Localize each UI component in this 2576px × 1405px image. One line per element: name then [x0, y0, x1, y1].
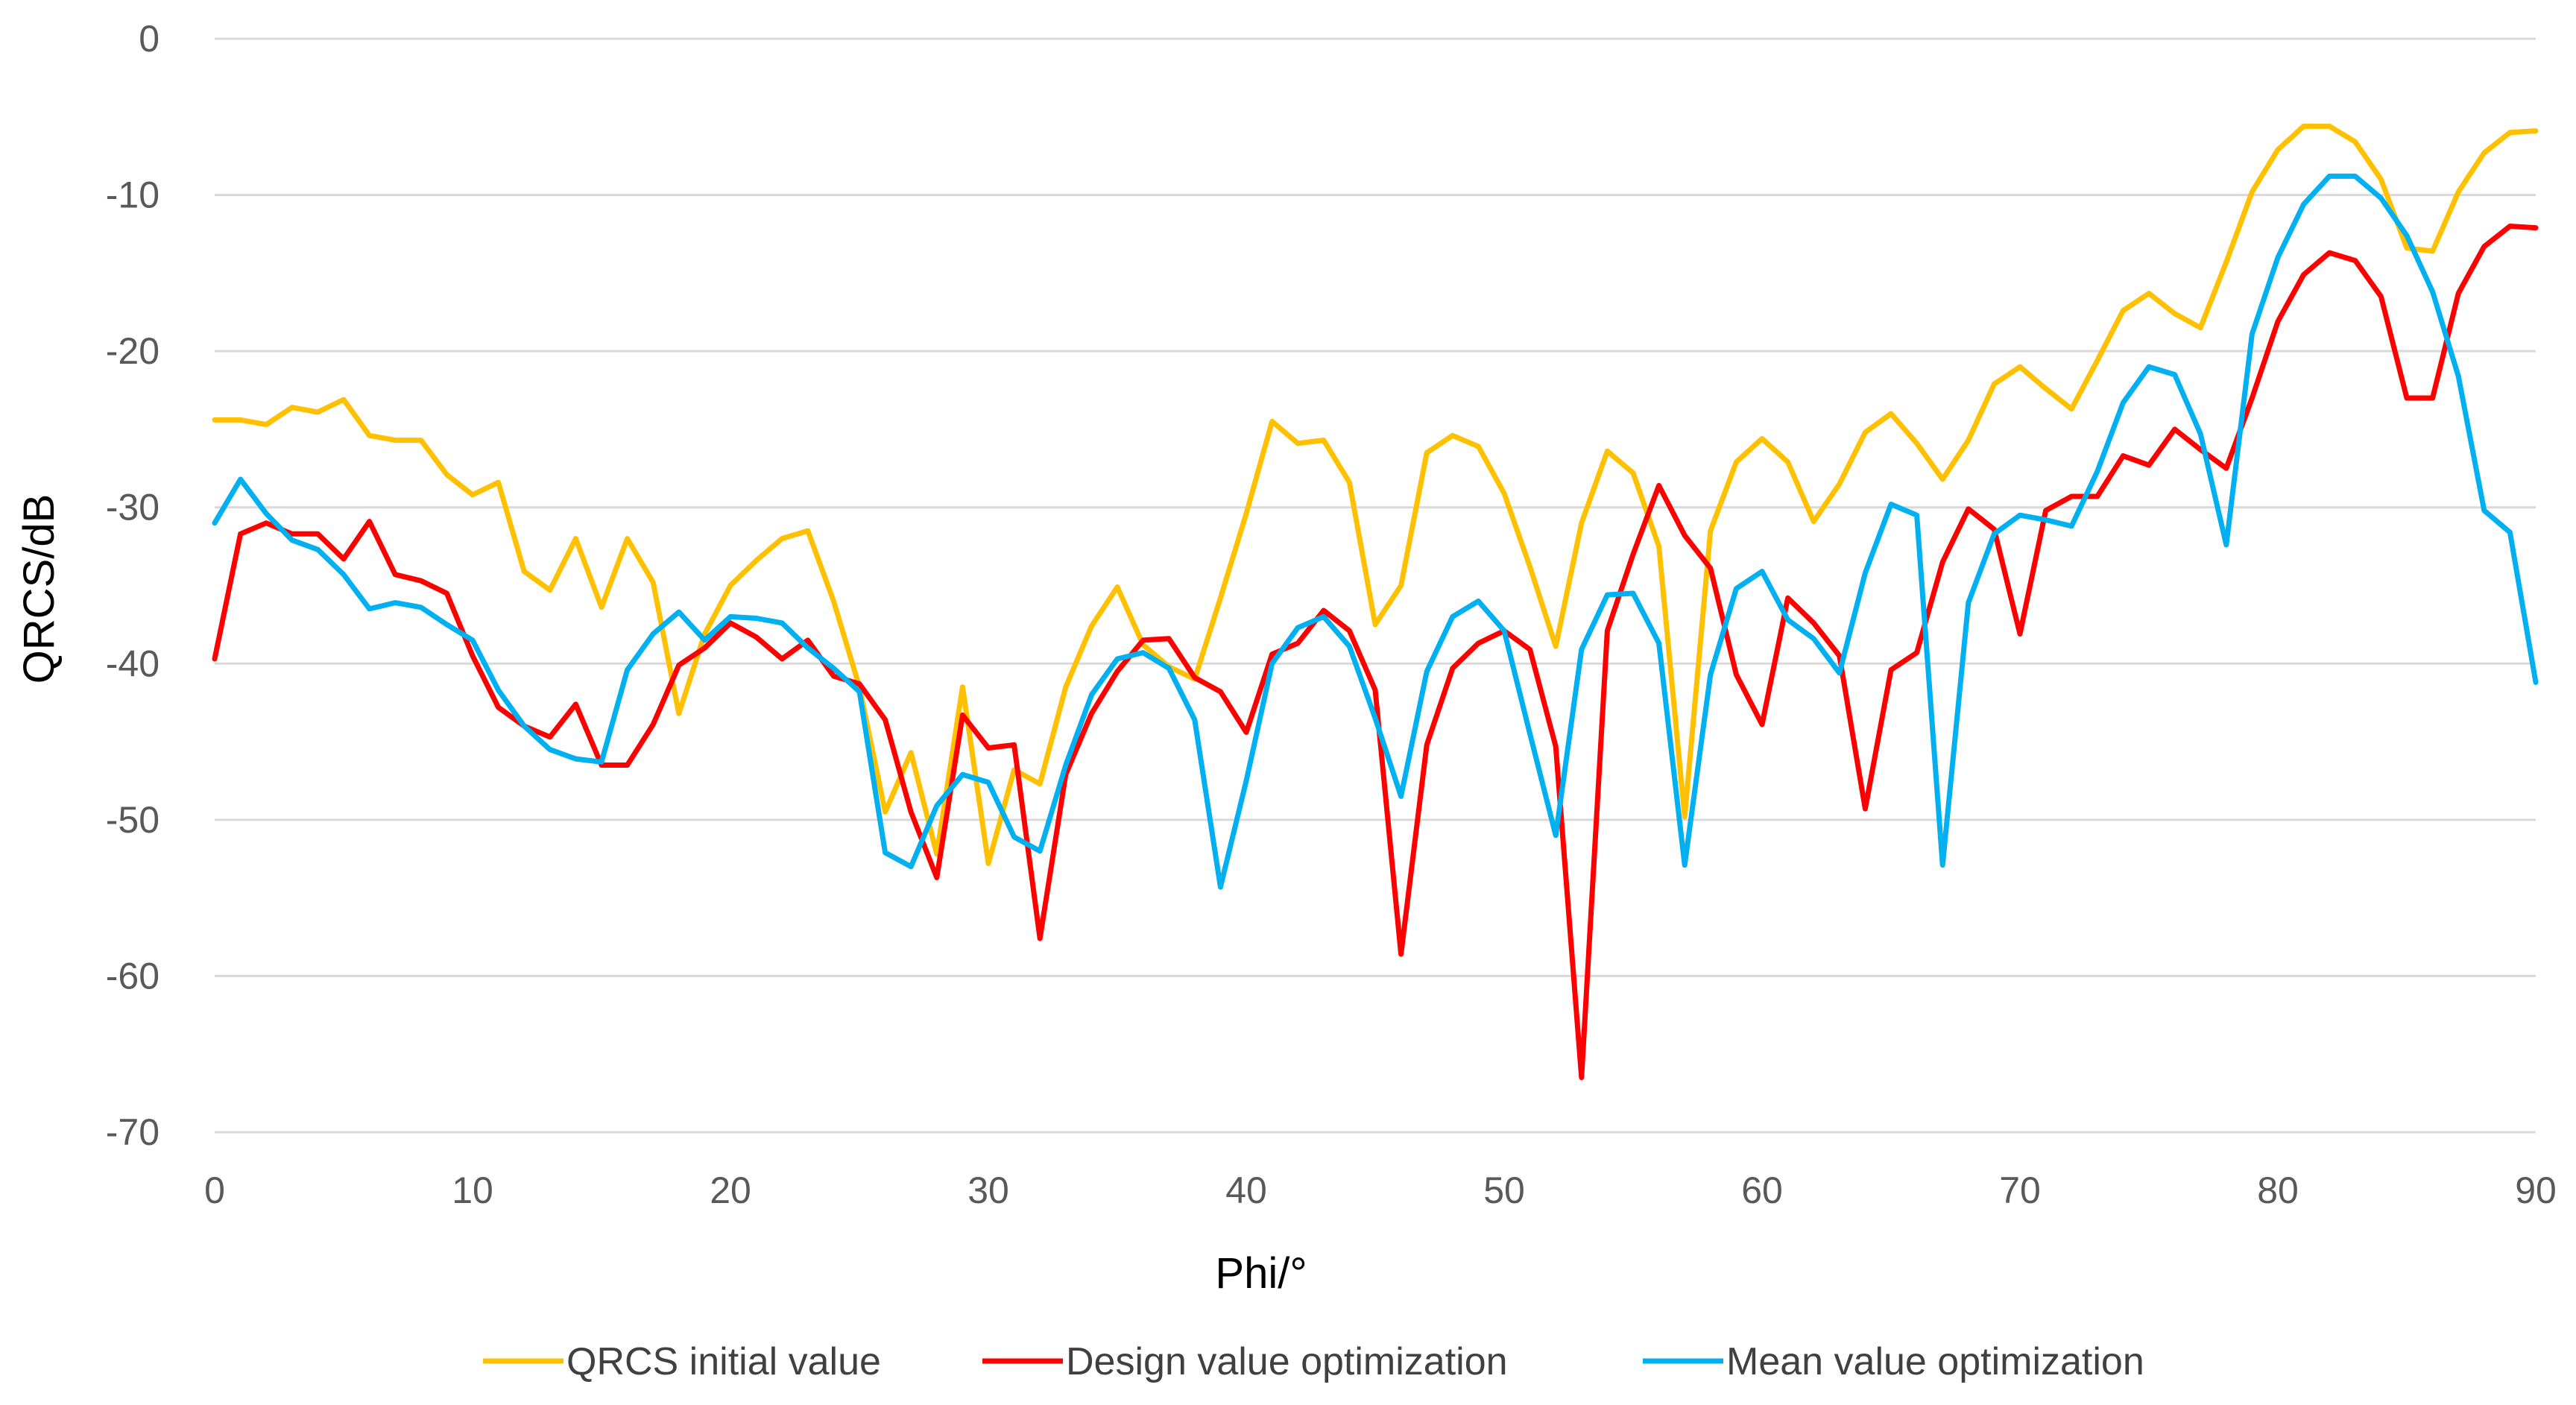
- x-tick-label: 10: [452, 1169, 493, 1211]
- y-tick-label: -50: [106, 799, 160, 841]
- legend-label-0: QRCS initial value: [566, 1340, 881, 1383]
- x-axis-title: Phi/°: [1215, 1249, 1307, 1298]
- y-tick-label: -60: [106, 955, 160, 997]
- y-axis-tick-labels: 0 -10 -20 -30 -40 -50 -60 -70: [106, 18, 160, 1153]
- x-tick-label: 20: [710, 1169, 751, 1211]
- y-axis-title: QRCS/dB: [15, 494, 63, 684]
- y-tick-label: -70: [106, 1111, 160, 1153]
- y-tick-label: -40: [106, 642, 160, 684]
- y-tick-label: -20: [106, 330, 160, 372]
- legend: QRCS initial value Design value optimizat…: [483, 1340, 2144, 1383]
- x-tick-label: 60: [1741, 1169, 1783, 1211]
- gridlines: [215, 37, 2536, 1134]
- y-tick-label: -30: [106, 487, 160, 528]
- x-tick-label: 0: [204, 1169, 225, 1211]
- legend-label-1: Design value optimization: [1066, 1340, 1508, 1383]
- x-tick-label: 70: [1999, 1169, 2041, 1211]
- x-axis-tick-labels: 0 10 20 30 40 50 60 70 80 90: [204, 1169, 2557, 1211]
- y-tick-label: 0: [139, 18, 160, 60]
- legend-label-2: Mean value optimization: [1726, 1340, 2144, 1383]
- series-lines: [212, 123, 2539, 1081]
- series-line-2: [212, 173, 2539, 890]
- x-tick-label: 40: [1225, 1169, 1267, 1211]
- series-line-1: [212, 224, 2539, 1081]
- x-tick-label: 50: [1483, 1169, 1525, 1211]
- x-tick-label: 80: [2257, 1169, 2299, 1211]
- x-tick-label: 90: [2515, 1169, 2557, 1211]
- y-tick-label: -10: [106, 174, 160, 216]
- x-tick-label: 30: [967, 1169, 1009, 1211]
- series-line-0: [212, 123, 2539, 866]
